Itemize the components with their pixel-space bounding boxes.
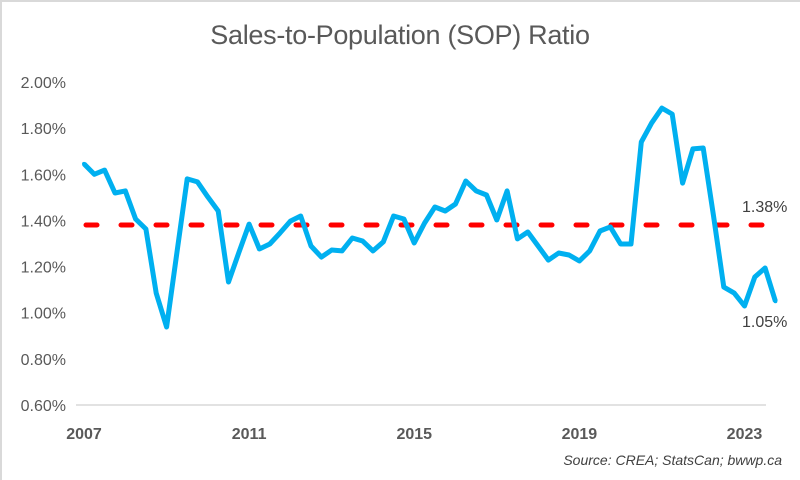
y-tick-label: 1.00% — [21, 306, 66, 323]
data-point — [257, 247, 262, 251]
data-point — [298, 214, 303, 218]
data-point — [525, 230, 530, 234]
data-point — [515, 236, 520, 241]
data-point — [732, 291, 737, 296]
data-point — [721, 285, 726, 290]
y-tick-label: 2.00% — [21, 75, 66, 92]
data-point — [443, 209, 448, 213]
y-tick-label: 1.60% — [21, 167, 66, 184]
data-point — [567, 253, 571, 257]
data-point — [288, 219, 293, 224]
data-point — [82, 161, 86, 166]
data-point — [773, 299, 778, 304]
data-point — [226, 280, 231, 284]
x-tick-label: 2015 — [396, 426, 432, 443]
data-point — [247, 222, 252, 227]
data-point — [236, 250, 241, 255]
data-point — [278, 230, 283, 235]
last-value-label: 1.05% — [742, 314, 787, 331]
data-point — [629, 242, 633, 246]
source-note: Source: CREA; StatsCan; bwwp.ca — [563, 452, 782, 468]
sop-series-points — [82, 106, 778, 329]
y-tick-label: 0.60% — [21, 398, 66, 415]
data-point — [401, 217, 406, 221]
data-point — [453, 202, 458, 206]
data-point — [484, 193, 489, 197]
data-point — [649, 121, 654, 126]
average-label: 1.38% — [742, 199, 787, 216]
data-point — [154, 291, 159, 296]
y-tick-label: 1.40% — [21, 213, 66, 230]
data-point — [505, 188, 510, 193]
data-point — [216, 209, 221, 213]
data-point — [391, 214, 396, 218]
data-point — [690, 146, 695, 151]
data-point — [319, 255, 324, 260]
data-point — [422, 221, 427, 225]
y-axis-ticks: 0.60% 0.80% 1.00% 1.20% 1.40% 1.60% 1.80% 2.00% — [21, 75, 66, 415]
y-tick-label: 1.20% — [21, 260, 66, 277]
data-point — [763, 266, 768, 270]
data-point — [371, 248, 375, 253]
data-point — [133, 217, 138, 221]
data-point — [185, 176, 190, 181]
data-point — [536, 244, 541, 248]
x-tick-label: 2011 — [232, 426, 267, 443]
data-point — [639, 140, 644, 144]
data-point — [577, 259, 582, 263]
data-point — [195, 179, 200, 184]
data-point — [474, 188, 479, 193]
data-point — [680, 181, 685, 186]
x-tick-label: 2019 — [562, 426, 598, 443]
data-point — [701, 146, 706, 150]
y-tick-label: 0.80% — [21, 352, 66, 369]
sop-series-line — [82, 105, 778, 330]
data-point — [102, 168, 107, 173]
data-point — [670, 112, 675, 117]
data-point — [360, 239, 365, 243]
data-point — [432, 205, 437, 209]
data-point — [618, 242, 623, 246]
data-point — [113, 191, 117, 195]
data-point — [752, 275, 757, 279]
y-tick-label: 1.80% — [21, 121, 66, 138]
data-point — [598, 229, 602, 233]
data-point — [463, 179, 468, 183]
data-point — [494, 218, 499, 222]
data-point — [143, 227, 148, 231]
data-point — [350, 236, 355, 240]
data-point — [205, 194, 210, 199]
x-tick-label: 2007 — [66, 426, 102, 443]
x-tick-label: 2023 — [727, 426, 763, 443]
data-point — [412, 241, 417, 245]
data-point — [92, 172, 97, 177]
data-point — [381, 239, 386, 244]
data-point — [556, 251, 561, 255]
data-point — [309, 244, 313, 248]
data-point — [123, 188, 128, 193]
data-point — [587, 248, 592, 253]
data-point — [174, 250, 179, 255]
data-point — [164, 325, 169, 329]
data-point — [711, 213, 716, 218]
data-point — [659, 106, 664, 111]
data-point — [329, 248, 334, 252]
data-point — [608, 224, 613, 229]
chart-title: Sales-to-Population (SOP) Ratio — [210, 20, 590, 50]
data-point — [267, 242, 272, 246]
data-point — [742, 304, 747, 308]
data-point — [546, 258, 551, 263]
data-point — [340, 248, 344, 253]
x-axis-ticks: 2007 2011 2015 2019 2023 — [66, 426, 762, 443]
